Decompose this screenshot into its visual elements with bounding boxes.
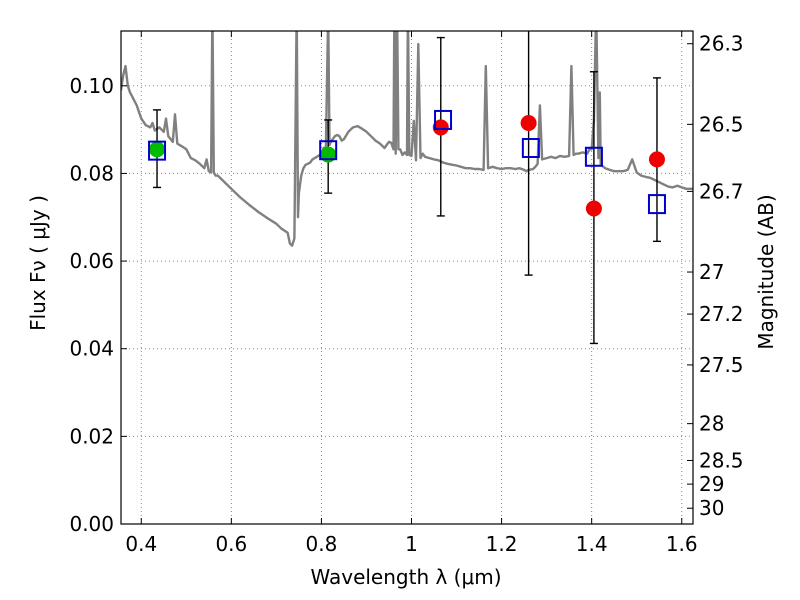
- plot-frame: [120, 30, 694, 525]
- y-tick-label: 0.00: [69, 512, 114, 536]
- right-tick-label: 29: [699, 472, 724, 496]
- y-tick-label: 0.08: [69, 161, 114, 185]
- red-data-point: [585, 200, 602, 217]
- x-tick-label: 1: [405, 532, 418, 556]
- x-axis-label: Wavelength λ (μm): [310, 565, 501, 589]
- model-box-marker: [647, 194, 666, 215]
- axes: 0.4 0.6 0.8 1 1.2 1.4 1.6 0.00 0.02 0.04 0.06 0.08 0…: [69, 31, 744, 556]
- model-spectrum-line: [121, 31, 693, 247]
- green-data-point: [149, 141, 166, 158]
- model-box-marker: [319, 140, 338, 161]
- right-tick-label: 28: [699, 412, 724, 436]
- y-tick-label: 0.06: [69, 249, 114, 273]
- right-axis-label: Magnitude (AB): [754, 194, 778, 349]
- right-tick-label: 27.2: [699, 302, 744, 326]
- y-axis-label: Flux Fν ( μJy ): [26, 195, 50, 331]
- red-data-point: [648, 151, 665, 168]
- right-tick-label: 26.7: [699, 179, 744, 203]
- red-data-point: [520, 115, 537, 132]
- y-tick-label: 0.10: [69, 74, 114, 98]
- x-tick-label: 0.4: [125, 532, 157, 556]
- model-box-marker: [521, 138, 540, 159]
- red-data-point: [432, 119, 449, 136]
- right-tick-label: 27.5: [699, 353, 744, 377]
- y-tick-label: 0.04: [69, 337, 114, 361]
- x-tick-label: 1.6: [666, 532, 698, 556]
- y-tick-label: 0.02: [69, 424, 114, 448]
- model-box-marker: [148, 140, 167, 161]
- plot-area: [121, 31, 693, 345]
- right-tick-label: 26.3: [699, 32, 744, 56]
- x-tick-label: 1.4: [576, 532, 608, 556]
- model-box-marker: [434, 109, 453, 130]
- x-tick-label: 1.2: [486, 532, 518, 556]
- right-tick-label: 27: [699, 260, 724, 284]
- x-tick-label: 0.8: [306, 532, 338, 556]
- model-box-marker: [584, 146, 603, 167]
- right-tick-label: 26.5: [699, 112, 744, 136]
- right-tick-label: 28.5: [699, 448, 744, 472]
- x-tick-label: 0.6: [215, 532, 247, 556]
- right-tick-label: 30: [699, 496, 724, 520]
